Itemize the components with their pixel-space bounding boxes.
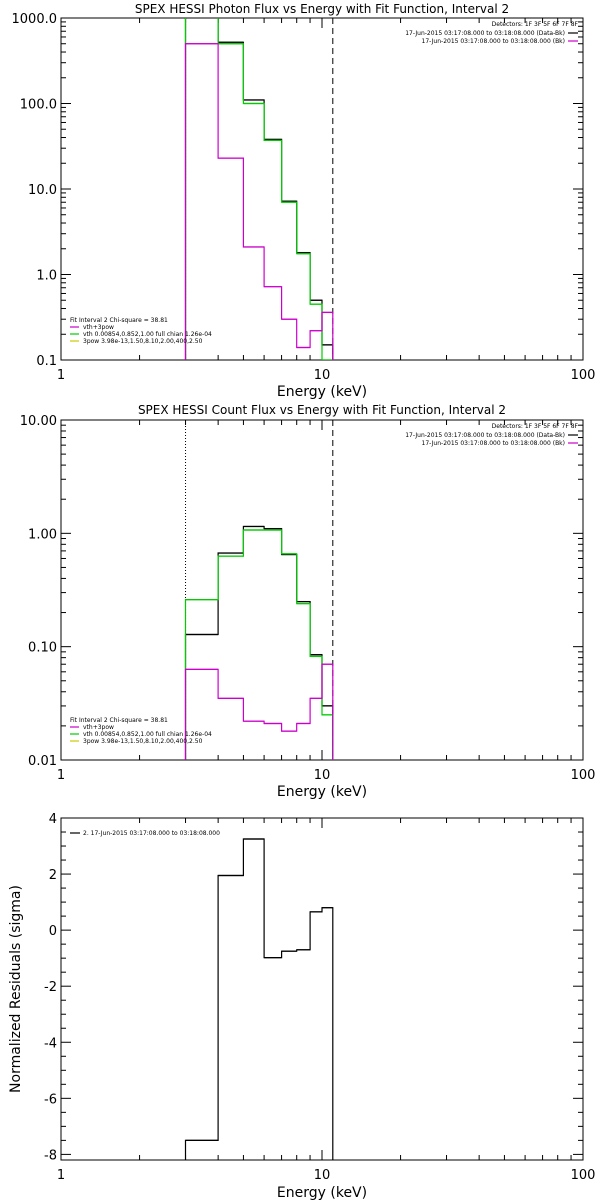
fit-legend-label: vth+3pow: [83, 324, 114, 331]
series-2-line: [184, 43, 334, 360]
fit-legend: Fit Interval 2 Chi-square = 38.81vth+3po…: [70, 317, 212, 345]
x-tick-label: 100: [571, 368, 596, 383]
residual-legend: 2. 17-Jun-2015 03:17:08.000 to 03:18:08.…: [70, 830, 220, 837]
x-tick-label: 10: [314, 1168, 331, 1183]
legend-label: 2. 17-Jun-2015 03:17:08.000 to 03:18:08.…: [83, 830, 220, 837]
x-tick-label: 100: [571, 768, 596, 783]
x-tick-label: 100: [571, 1168, 596, 1183]
x-axis-label: Energy (keV): [277, 784, 367, 800]
legend-entry-label: 17-Jun-2015 03:17:08.000 to 03:18:08.000…: [422, 38, 565, 45]
series-group: [184, 18, 334, 360]
y-axis-label: Normalized Residuals (sigma): [8, 885, 24, 1093]
x-tick-label: 10: [314, 768, 331, 783]
y-tick-label: 10.0: [28, 183, 57, 198]
chart-title: SPEX HESSI Photon Flux vs Energy with Fi…: [135, 2, 509, 16]
x-tick-label: 10: [314, 368, 331, 383]
fit-legend-header: Fit Interval 2 Chi-square = 38.81: [70, 717, 168, 724]
x-axis-label: Energy (keV): [277, 1185, 367, 1200]
x-tick-label: 1: [57, 768, 65, 783]
chart-title: SPEX HESSI Count Flux vs Energy with Fit…: [138, 403, 506, 417]
series-0-line: [184, 525, 334, 760]
plot-frame: [60, 817, 584, 1161]
y-tick-label: 1000.0: [12, 12, 58, 27]
fit-legend-label: vth 0.00854,0.852,1.00 full chian 1.26e-…: [83, 331, 212, 338]
x-tick-label: 1: [57, 1168, 65, 1183]
legend-entry-label: 17-Jun-2015 03:17:08.000 to 03:18:08.000…: [422, 440, 565, 447]
y-tick-label: 2: [49, 868, 57, 883]
y-tick-label: -4: [44, 1036, 57, 1051]
y-tick-label: 100.0: [20, 98, 57, 113]
y-tick-label: 0: [49, 924, 57, 939]
series-0-line: [184, 838, 334, 1160]
y-tick-label: 0.10: [28, 641, 57, 656]
y-tick-label: -8: [44, 1148, 57, 1163]
fit-legend: Fit Interval 2 Chi-square = 38.81vth+3po…: [70, 717, 212, 745]
legend-header: Detectors: 1F 3F 5F 6F 7F 8F: [492, 423, 579, 430]
y-tick-label: -2: [44, 980, 57, 995]
y-tick-label: -6: [44, 1092, 57, 1107]
legend-header: Detectors: 1F 3F 5F 6F 7F 8F: [492, 21, 579, 28]
top-legend: Detectors: 1F 3F 5F 6F 7F 8F 17-Jun-2015 …: [405, 423, 578, 447]
y-tick-label: 0.01: [28, 754, 57, 769]
legend-entry-label: 17-Jun-2015 03:17:08.000 to 03:18:08.000…: [405, 30, 565, 37]
y-tick-label: 10.00: [20, 414, 57, 429]
series-1-line: [184, 529, 334, 760]
x-tick-label: 1: [57, 368, 65, 383]
photon-flux-panel: SPEX HESSI Photon Flux vs Energy with Fi…: [12, 2, 596, 400]
series-0-line: [184, 18, 334, 360]
fit-legend-label: 3pow 3.98e-13,1.50,8.10,2.00,400,2.50: [83, 338, 203, 345]
y-tick-label: 0.1: [36, 354, 57, 369]
series-1-line: [184, 18, 334, 360]
y-tick-label: 1.00: [28, 527, 57, 542]
series-2-line: [184, 663, 334, 760]
series-group: [184, 525, 334, 760]
series-group: [184, 838, 334, 1160]
y-tick-label: 1.0: [36, 269, 57, 284]
y-tick-label: 4: [49, 812, 57, 827]
fit-legend-label: vth 0.00854,0.852,1.00 full chian 1.26e-…: [83, 731, 212, 738]
top-legend: Detectors: 1F 3F 5F 6F 7F 8F 17-Jun-2015 …: [405, 21, 578, 45]
x-axis-label: Energy (keV): [277, 384, 367, 400]
legend-entry-label: 17-Jun-2015 03:17:08.000 to 03:18:08.000…: [405, 432, 565, 439]
count-flux-panel: SPEX HESSI Count Flux vs Energy with Fit…: [20, 403, 596, 800]
residuals-panel: 1 10 100 Energy (keV) -8 -6 -4 -2 0 2 4 Normalized …: [8, 812, 595, 1200]
fit-legend-label: vth+3pow: [83, 724, 114, 731]
fit-legend-label: 3pow 3.98e-13,1.50,8.10,2.00,400,2.50: [83, 738, 203, 745]
fit-legend-header: Fit Interval 2 Chi-square = 38.81: [70, 317, 168, 324]
